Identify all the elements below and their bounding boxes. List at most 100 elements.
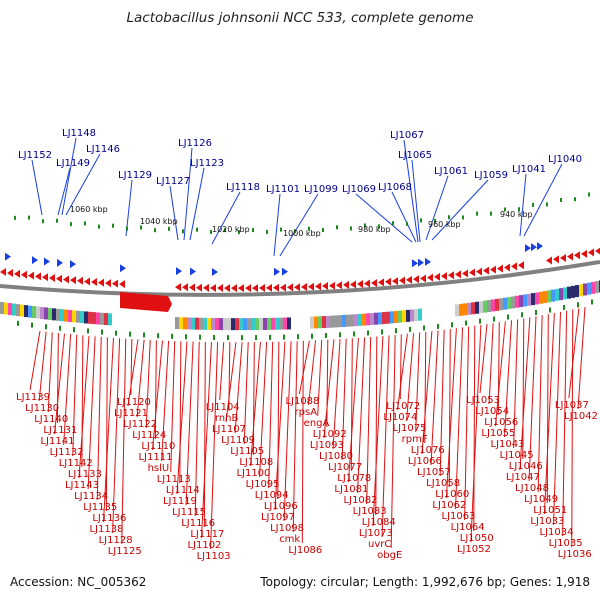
top-gene-label: LJ1146: [86, 144, 120, 155]
top-gene-label: LJ1068: [378, 182, 412, 193]
reverse-gene-arrow: [175, 283, 181, 292]
bottom-connector: [72, 334, 78, 457]
forward-gene-arrow: [70, 260, 76, 269]
tick-mark: [423, 325, 425, 331]
gc-block: [80, 311, 84, 324]
bottom-connector: [225, 342, 237, 423]
bottom-gene-label: LJ1077: [328, 462, 362, 473]
gc-block: [108, 313, 112, 326]
bottom-connector: [81, 335, 84, 468]
bottom-gene-label: LJ1141: [40, 436, 74, 447]
bottom-connector: [298, 340, 310, 395]
tick-mark: [353, 331, 355, 337]
bottom-gene-label: LJ1104: [206, 402, 240, 413]
tick-mark: [154, 228, 156, 233]
gc-block: [36, 306, 40, 319]
gc-block: [187, 317, 191, 330]
forward-gene-arrow: [5, 252, 11, 261]
gc-block: [386, 311, 390, 324]
gc-block: [175, 317, 179, 330]
reverse-gene-arrow: [392, 277, 398, 286]
gc-block: [406, 309, 410, 322]
accession-text: Accession: NC_005362: [10, 575, 146, 589]
gc-block: [199, 317, 203, 330]
gc-block: [390, 311, 394, 324]
reverse-gene-arrow: [413, 275, 419, 284]
bottom-gene-label: LJ1095: [246, 479, 280, 490]
tick-mark: [280, 227, 282, 232]
reverse-gene-arrow: [112, 279, 118, 288]
bottom-connector: [421, 331, 433, 455]
tick-mark: [224, 228, 226, 233]
bottom-gene-label: rnhB: [215, 413, 239, 424]
bottom-connector: [406, 333, 415, 422]
bottom-gene-label: LJ1083: [353, 506, 387, 517]
gc-block: [575, 285, 579, 298]
reverse-gene-arrow: [273, 283, 279, 292]
reverse-gene-arrow: [56, 274, 62, 283]
bottom-gene-label: LJ1081: [334, 484, 368, 495]
bottom-connector: [513, 319, 519, 449]
tick-mark: [227, 335, 229, 341]
gc-block: [374, 312, 378, 325]
reverse-gene-arrow: [434, 272, 440, 281]
forward-gene-arrow: [120, 264, 126, 273]
reverse-gene-arrow: [35, 272, 41, 281]
bottom-gene-label: LJ1140: [34, 414, 68, 425]
gc-block: [559, 288, 563, 301]
gc-block: [275, 317, 279, 330]
bottom-gene-label: LJ1116: [181, 518, 215, 529]
bottom-gene-label: LJ1093: [310, 440, 344, 451]
gc-block: [551, 289, 555, 302]
bottom-connector: [38, 331, 47, 402]
bottom-gene-label: LJ1073: [359, 528, 393, 539]
bottom-connector: [372, 335, 384, 527]
gc-block: [179, 317, 183, 330]
tick-mark: [462, 215, 464, 220]
gc-block: [595, 281, 599, 294]
gc-block: [535, 292, 539, 305]
gc-block: [191, 317, 195, 330]
reverse-gene-arrow: [28, 271, 34, 280]
bottom-gene-label: LJ1062: [432, 500, 466, 511]
bottom-connector: [234, 342, 243, 434]
bottom-gene-label: LJ1124: [132, 430, 166, 441]
reverse-gene-arrow: [21, 270, 27, 279]
bottom-connector: [519, 317, 531, 471]
reverse-gene-arrow: [378, 278, 384, 287]
forward-gene-arrow: [190, 267, 196, 276]
bottom-gene-label: LJ1078: [337, 473, 371, 484]
bottom-connector: [112, 338, 121, 534]
reverse-gene-arrow: [315, 282, 321, 291]
tick-mark: [14, 215, 16, 220]
tick-mark: [490, 211, 492, 216]
tick-mark: [311, 333, 313, 339]
tick-mark: [367, 330, 369, 336]
tick-mark: [129, 331, 131, 337]
reverse-gene-arrow: [210, 283, 216, 292]
gc-block: [354, 314, 358, 327]
gc-block: [239, 318, 243, 331]
bottom-gene-label: LJ1076: [411, 445, 445, 456]
top-connector: [211, 191, 241, 245]
bottom-connector: [301, 340, 304, 544]
gc-block: [76, 310, 80, 323]
bottom-connector: [494, 321, 506, 427]
top-gene-label: LJ1126: [178, 138, 212, 149]
bottom-gene-label: LJ1098: [270, 523, 304, 534]
bottom-connector: [455, 327, 464, 510]
gc-block: [330, 315, 334, 328]
gc-block: [267, 317, 271, 330]
gc-block: [203, 317, 207, 330]
reverse-gene-arrow: [497, 264, 503, 273]
bottom-gene-label: cmk: [279, 534, 300, 545]
bottom-gene-label: LJ1058: [426, 478, 460, 489]
gc-block: [44, 307, 48, 320]
bottom-connector: [47, 332, 53, 413]
top-connector: [189, 167, 205, 241]
tick-mark: [392, 221, 394, 226]
top-gene-label: LJ1061: [434, 166, 468, 177]
gc-block: [4, 302, 8, 315]
gc-block: [56, 308, 60, 321]
gc-block: [547, 290, 551, 303]
